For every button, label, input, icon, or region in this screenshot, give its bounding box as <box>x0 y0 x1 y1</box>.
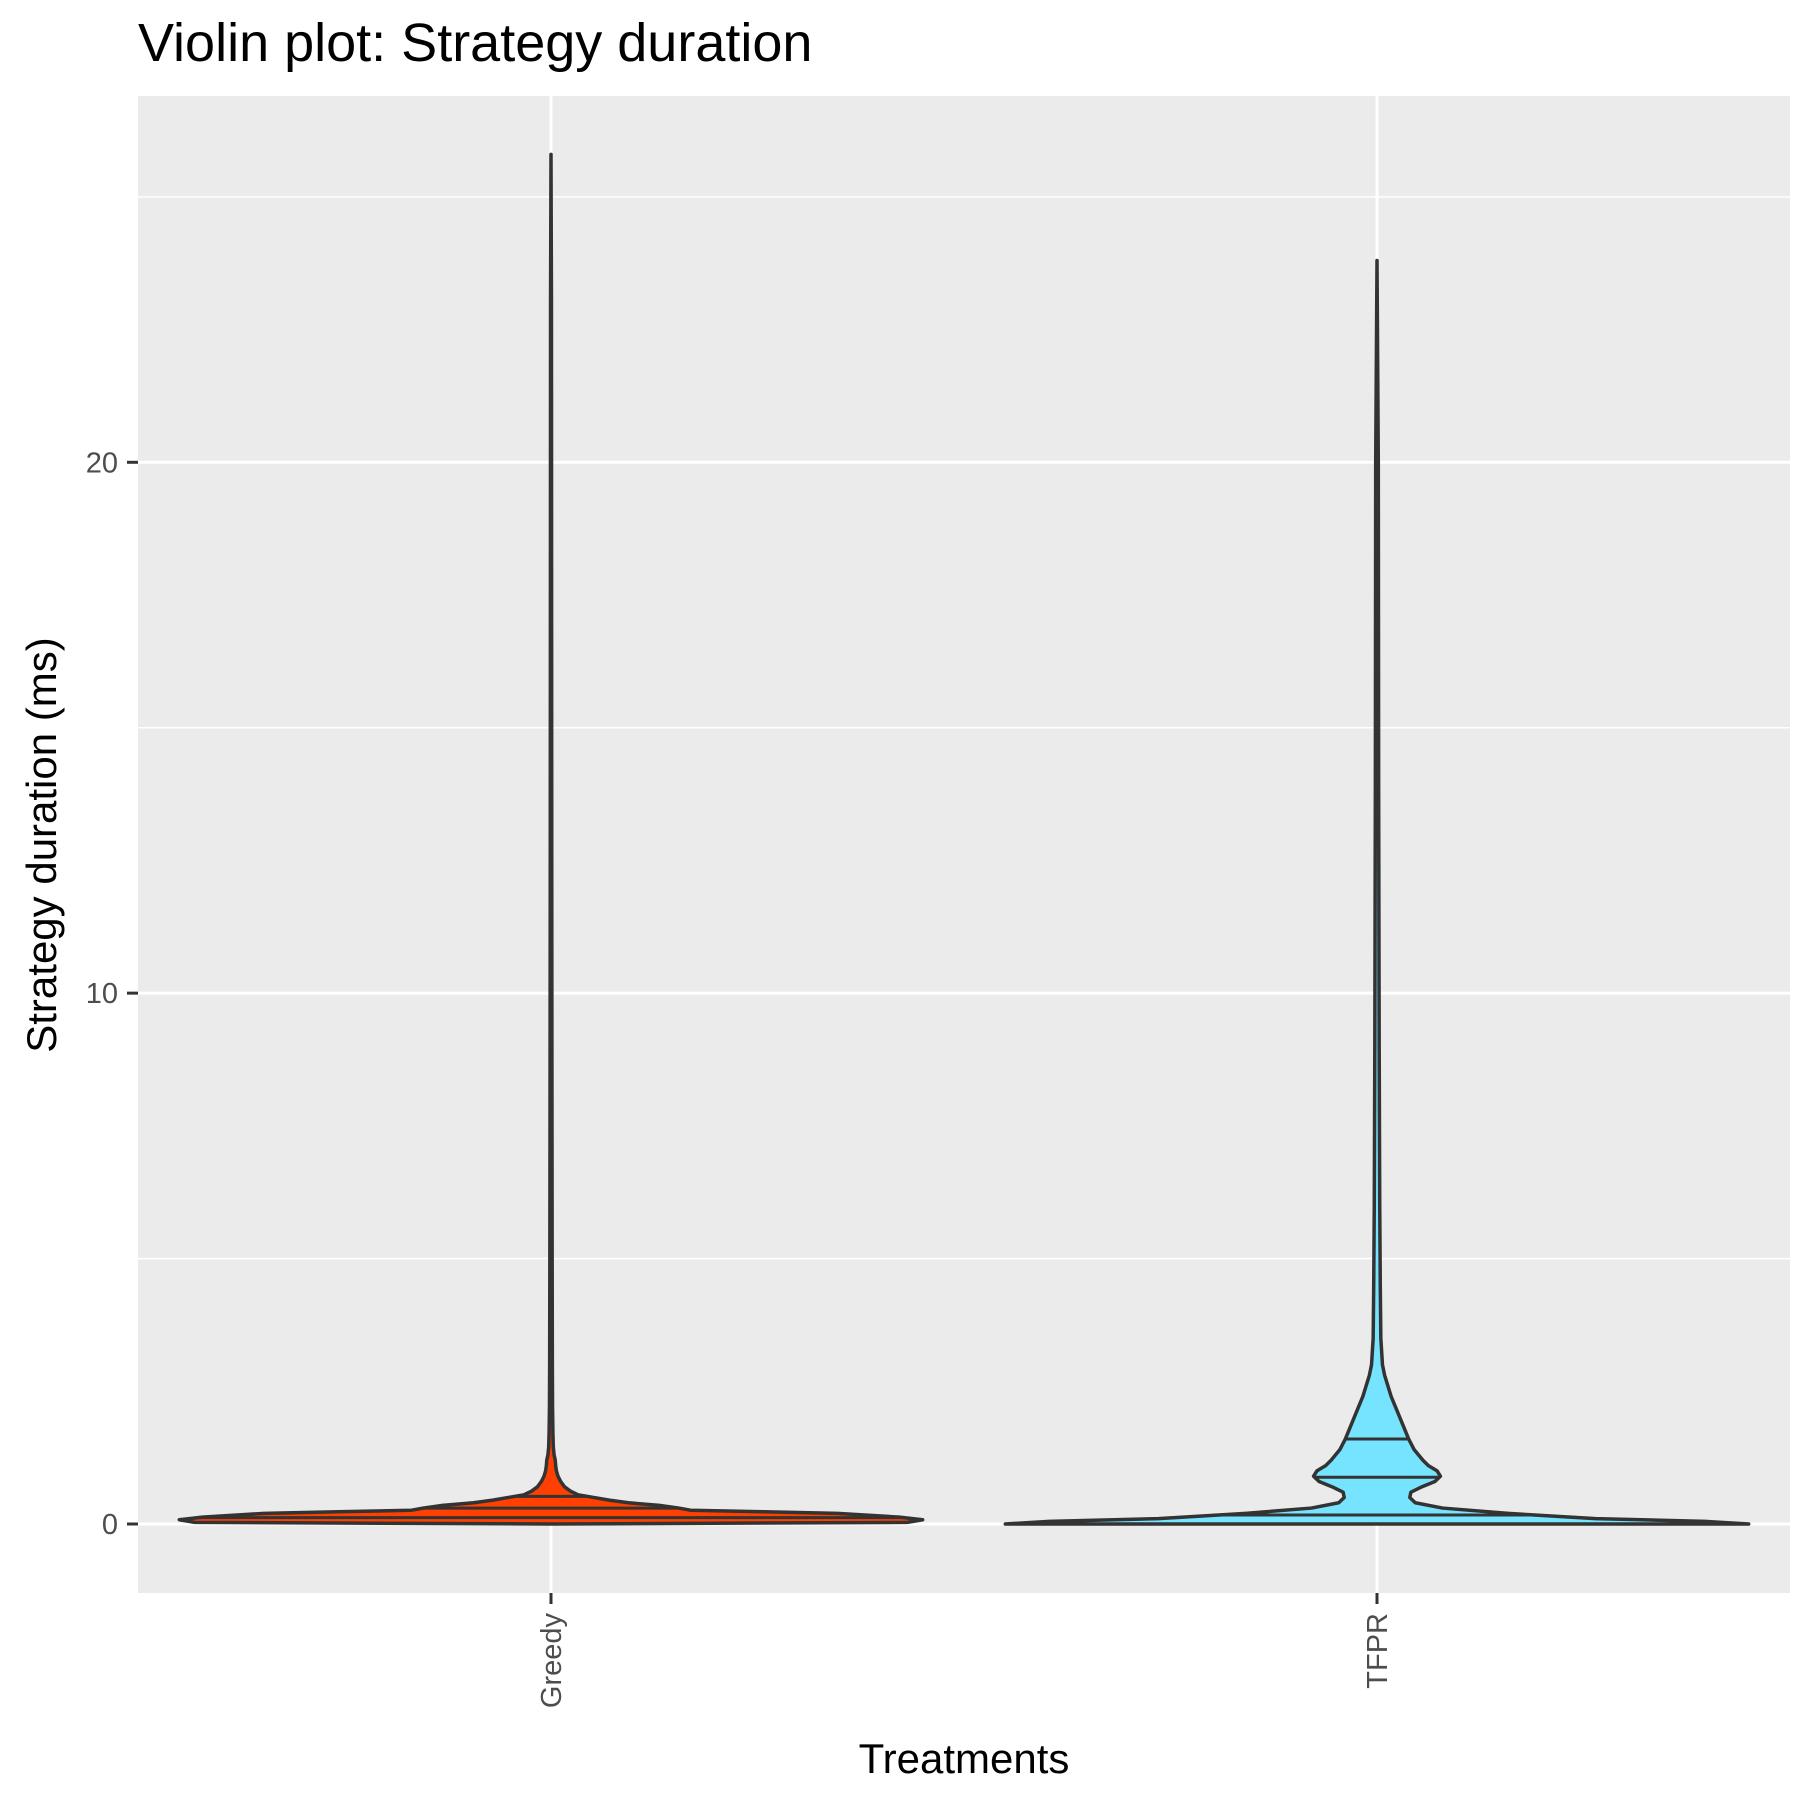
x-tick-label: Greedy <box>536 1613 568 1709</box>
y-tick-label: 20 <box>86 447 118 479</box>
x-axis: Greedy TFPR <box>536 1593 1394 1708</box>
violins <box>177 152 1751 1526</box>
violin-tfpr <box>1003 258 1751 1526</box>
y-axis-title: Strategy duration (ms) <box>18 637 65 1053</box>
violin-body <box>1003 258 1751 1526</box>
grid-minor <box>138 196 1790 1260</box>
y-tick-label: 10 <box>86 978 118 1010</box>
y-tick-label: 0 <box>102 1509 118 1541</box>
chart-title: Violin plot: Strategy duration <box>138 13 812 73</box>
x-axis-title: Treatments <box>859 1735 1070 1782</box>
violin-greedy <box>177 152 925 1526</box>
x-tick-label: TFPR <box>1362 1613 1394 1689</box>
violin-body <box>177 152 925 1526</box>
plot-panel <box>138 96 1790 1593</box>
y-axis: 0 10 20 <box>86 447 138 1541</box>
